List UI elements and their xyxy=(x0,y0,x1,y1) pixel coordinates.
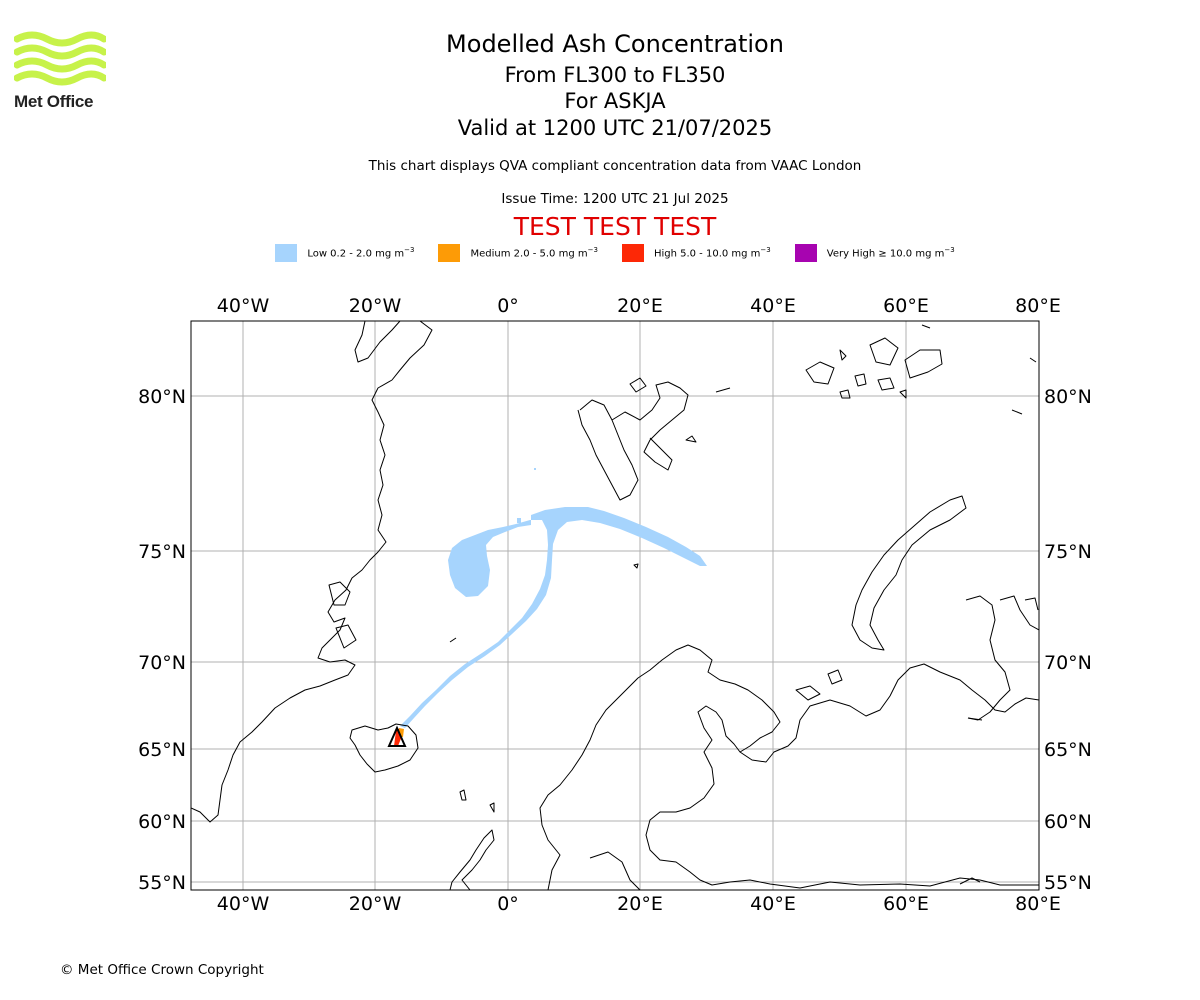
chart-title: Modelled Ash Concentration xyxy=(446,30,784,58)
logo-text: Met Office xyxy=(14,92,94,111)
gridlines xyxy=(191,321,1039,890)
legend-label-low: Low 0.2 - 2.0 mg m−3 xyxy=(307,246,415,260)
lon-label-0: 0° xyxy=(497,893,519,915)
lon-label-40e: 40°E xyxy=(750,893,796,915)
lon-labels-top: 40°W 20°W 0° 20°E 40°E 60°E 80°E xyxy=(217,295,1061,317)
lon-label-40w: 40°W xyxy=(217,893,270,915)
legend-item-low: Low 0.2 - 2.0 mg m−3 xyxy=(275,244,414,262)
legend-swatch-high xyxy=(621,244,644,262)
lat-label-65n: 65°N xyxy=(138,739,186,761)
volcano-name: For ASKJA xyxy=(564,89,666,113)
lon-label-20w: 20°W xyxy=(349,893,402,915)
legend-swatch-low xyxy=(275,244,298,262)
lat-label-75n: 75°N xyxy=(1044,541,1092,563)
volcano-marker-icon xyxy=(387,725,407,747)
map-frame xyxy=(190,320,1040,891)
lat-label-70n: 70°N xyxy=(1044,652,1092,674)
lat-label-80n: 80°N xyxy=(138,386,186,408)
valid-time: Valid at 1200 UTC 21/07/2025 xyxy=(457,116,773,140)
legend-swatch-medium xyxy=(438,244,461,262)
legend-item-high: High 5.0 - 10.0 mg m−3 xyxy=(621,244,771,262)
legend-item-very-high: Very High ≥ 10.0 mg m−3 xyxy=(794,244,955,262)
copyright-notice: © Met Office Crown Copyright xyxy=(60,962,264,978)
lon-label-20e: 20°E xyxy=(617,295,663,317)
chart-subtitle: This chart displays QVA compliant concen… xyxy=(368,158,862,174)
lon-label-0: 0° xyxy=(497,295,519,317)
lon-label-20e: 20°E xyxy=(617,893,663,915)
lon-label-60e: 60°E xyxy=(883,893,929,915)
lon-labels-bottom: 40°W 20°W 0° 20°E 40°E 60°E 80°E xyxy=(217,893,1061,915)
lon-label-60e: 60°E xyxy=(883,295,929,317)
coastlines xyxy=(191,321,1039,890)
lat-label-55n: 55°N xyxy=(1044,872,1092,894)
lat-labels-right: 80°N 75°N 70°N 65°N 60°N 55°N xyxy=(1044,386,1092,894)
met-office-logo-icon xyxy=(14,31,106,86)
lon-label-80e: 80°E xyxy=(1015,893,1061,915)
lon-label-40w: 40°W xyxy=(217,295,270,317)
lon-label-80e: 80°E xyxy=(1015,295,1061,317)
flight-levels: From FL300 to FL350 xyxy=(504,63,726,87)
lat-label-80n: 80°N xyxy=(1044,386,1092,408)
legend-label-very-high: Very High ≥ 10.0 mg m−3 xyxy=(826,246,955,260)
legend-label-high: High 5.0 - 10.0 mg m−3 xyxy=(653,246,771,260)
lat-label-60n: 60°N xyxy=(1044,811,1092,833)
lat-label-65n: 65°N xyxy=(1044,739,1092,761)
legend-swatch-very-high xyxy=(794,244,817,262)
lat-labels-left: 80°N 75°N 70°N 65°N 60°N 55°N xyxy=(138,386,186,894)
lat-label-55n: 55°N xyxy=(138,872,186,894)
lat-label-60n: 60°N xyxy=(138,811,186,833)
lon-label-20w: 20°W xyxy=(349,295,402,317)
lat-label-75n: 75°N xyxy=(138,541,186,563)
legend-label-medium: Medium 2.0 - 5.0 mg m−3 xyxy=(470,246,598,260)
legend-item-medium: Medium 2.0 - 5.0 mg m−3 xyxy=(438,244,598,262)
ash-plume-low xyxy=(400,468,707,728)
lat-label-70n: 70°N xyxy=(138,652,186,674)
test-banner: TEST TEST TEST xyxy=(513,212,717,241)
issue-time: Issue Time: 1200 UTC 21 Jul 2025 xyxy=(501,191,729,207)
legend: Low 0.2 - 2.0 mg m−3 Medium 2.0 - 5.0 mg… xyxy=(0,244,1200,262)
lon-label-40e: 40°E xyxy=(750,295,796,317)
